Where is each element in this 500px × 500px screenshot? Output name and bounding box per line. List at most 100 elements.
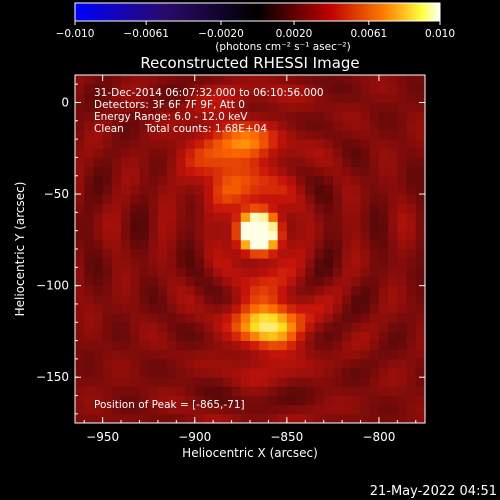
- heatmap-cell: [84, 276, 94, 287]
- heatmap-cell: [75, 148, 85, 158]
- footer-timestamp: 21-May-2022 04:51: [370, 484, 497, 499]
- heatmap-cell: [250, 75, 260, 85]
- heatmap-cell: [240, 395, 251, 406]
- heatmap-cell: [314, 102, 325, 113]
- heatmap-cell: [286, 368, 297, 378]
- heatmap-cell: [388, 294, 398, 305]
- heatmap-cell: [139, 303, 150, 314]
- heatmap-cell: [231, 303, 242, 314]
- heatmap-cell: [194, 175, 205, 186]
- heatmap-cell: [268, 395, 279, 406]
- heatmap-cell: [406, 75, 417, 85]
- heatmap-cell: [139, 102, 150, 113]
- heatmap-cell: [176, 413, 186, 423]
- heatmap-cell: [268, 84, 279, 94]
- heatmap-cell: [84, 203, 94, 213]
- heatmap-cell: [342, 239, 352, 250]
- heatmap-cell: [286, 148, 297, 158]
- heatmap-cell: [296, 276, 306, 287]
- heatmap-cell: [342, 249, 352, 259]
- heatmap-cell: [176, 303, 186, 314]
- heatmap-cell: [369, 258, 380, 268]
- heatmap-cell: [167, 340, 177, 351]
- heatmap-cell: [323, 313, 334, 323]
- heatmap-cell: [176, 93, 186, 103]
- heatmap-cell: [213, 303, 223, 314]
- heatmap-cell: [250, 395, 260, 406]
- heatmap-cell: [369, 129, 380, 140]
- heatmap-cell: [203, 395, 214, 406]
- heatmap-cell: [406, 93, 417, 103]
- heatmap-cell: [277, 194, 288, 204]
- heatmap-cell: [139, 93, 150, 103]
- heatmap-cell: [332, 331, 343, 341]
- y-axis-label: Heliocentric Y (arcsec): [13, 182, 27, 317]
- heatmap-cell: [268, 129, 279, 140]
- heatmap-cell: [360, 239, 371, 250]
- heatmap-cell: [148, 148, 159, 158]
- heatmap-cell: [378, 175, 389, 186]
- heatmap-cell: [268, 120, 279, 131]
- heatmap-cell: [332, 230, 343, 241]
- heatmap-cell: [157, 102, 168, 113]
- heatmap-cell: [378, 75, 389, 85]
- heatmap-cell: [286, 386, 297, 396]
- heatmap-cell: [296, 111, 306, 122]
- heatmap-cell: [360, 313, 371, 323]
- heatmap-cell: [130, 84, 140, 94]
- heatmap-cell: [222, 294, 232, 305]
- heatmap-cell: [222, 340, 232, 351]
- heatmap-cell: [342, 139, 352, 149]
- annotation-total-counts: Total counts: 1.68E+04: [144, 123, 267, 135]
- heatmap-cell: [139, 239, 150, 250]
- heatmap-cell: [203, 75, 214, 85]
- heatmap-cell: [268, 377, 279, 387]
- heatmap-cell: [75, 249, 85, 259]
- heatmap-cell: [148, 75, 159, 85]
- heatmap-cell: [222, 75, 232, 85]
- heatmap-cell: [314, 230, 325, 241]
- heatmap-cell: [121, 175, 131, 186]
- heatmap-cell: [259, 303, 269, 314]
- heatmap-cell: [75, 75, 85, 85]
- colorbar-tick-label: 0.0020: [276, 28, 313, 40]
- heatmap-cell: [167, 230, 177, 241]
- heatmap-cell: [351, 313, 361, 323]
- heatmap-cell: [75, 395, 85, 406]
- heatmap-cell: [277, 276, 288, 287]
- annotation-detectors: Detectors: 3F 6F 7F 9F, Att 0: [94, 99, 245, 111]
- heatmap-cell: [250, 93, 260, 103]
- heatmap-cell: [148, 212, 159, 222]
- heatmap-cell: [259, 294, 269, 305]
- heatmap-cell: [415, 285, 425, 296]
- heatmap-cell: [176, 276, 186, 287]
- heatmap-cell: [351, 139, 361, 149]
- heatmap-cell: [240, 303, 251, 314]
- heatmap-cell: [342, 75, 352, 85]
- heatmap-cell: [259, 340, 269, 351]
- heatmap-cell: [84, 331, 94, 341]
- heatmap-cell: [369, 331, 380, 341]
- heatmap-cell: [213, 358, 223, 369]
- heatmap-cell: [102, 294, 113, 305]
- heatmap-cell: [388, 129, 398, 140]
- heatmap-cell: [397, 184, 407, 195]
- heatmap-cell: [102, 331, 113, 341]
- heatmap-cell: [406, 303, 417, 314]
- heatmap-cell: [167, 368, 177, 378]
- heatmap-cell: [388, 331, 398, 341]
- heatmap-cell: [102, 102, 113, 113]
- heatmap-cell: [305, 203, 315, 213]
- heatmap-cell: [388, 184, 398, 195]
- heatmap-cell: [167, 386, 177, 396]
- heatmap-cell: [277, 340, 288, 351]
- heatmap-cell: [139, 349, 150, 360]
- heatmap-cell: [148, 276, 159, 287]
- heatmap-cell: [286, 249, 297, 259]
- heatmap-cell: [314, 194, 325, 204]
- heatmap-cell: [203, 212, 214, 222]
- heatmap-cell: [130, 93, 140, 103]
- heatmap-cell: [213, 230, 223, 241]
- heatmap-cell: [259, 175, 269, 186]
- annotation-energy-range: Energy Range: 6.0 - 12.0 keV: [94, 111, 248, 123]
